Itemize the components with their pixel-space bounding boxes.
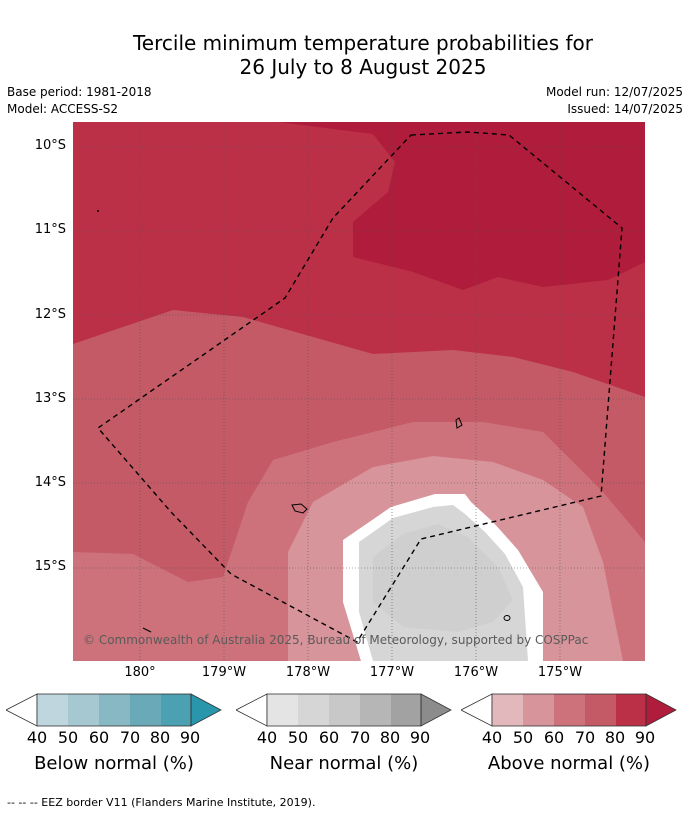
cbar-below-high-arrow	[190, 693, 222, 727]
cbar-near-tick: 40	[256, 728, 278, 747]
colorbar-near	[236, 693, 452, 727]
cbar-below-tick: 70	[119, 728, 141, 747]
cbar-above-tick: 50	[512, 728, 534, 747]
cbar-below-low-arrow	[6, 693, 38, 727]
issued-date: Issued: 14/07/2025	[567, 102, 683, 116]
colorbar-near-label: Near normal (%)	[269, 753, 419, 774]
colorbar-above-label: Above normal (%)	[487, 753, 651, 774]
lon-label-175w: 175°W	[537, 665, 583, 680]
cbar-below-tick: 40	[26, 728, 48, 747]
cbar-above-tick: 90	[634, 728, 656, 747]
lon-label-179w: 179°W	[201, 665, 247, 680]
map-title: Tercile minimum temperature probabilitie…	[0, 31, 690, 79]
copyright-notice: © Commonwealth of Australia 2025, Bureau…	[83, 633, 589, 647]
lat-label-12s: 12°S	[34, 307, 66, 322]
island-niuafoou	[455, 417, 463, 429]
contour-west-blob	[88, 450, 128, 504]
cbar-near-tick: 80	[379, 728, 401, 747]
model-name: Model: ACCESS-S2	[7, 102, 119, 116]
title-line-2: 26 July to 8 August 2025	[239, 55, 487, 79]
cbar-below-tick: 60	[88, 728, 110, 747]
cbar-above-tick: 60	[543, 728, 565, 747]
cbar-above-tick: 80	[604, 728, 626, 747]
cbar-above-tick: 40	[481, 728, 503, 747]
cbar-near-low-arrow	[236, 693, 268, 727]
cbar-below-tick: 80	[149, 728, 171, 747]
contour-near-core	[373, 524, 513, 632]
island-wallis	[291, 503, 308, 514]
cbar-near-tick: 50	[287, 728, 309, 747]
lat-label-11s: 11°S	[34, 222, 66, 237]
lat-label-13s: 13°S	[34, 391, 66, 406]
cbar-near-tick: 90	[409, 728, 431, 747]
base-period: Base period: 1981-2018	[7, 85, 152, 99]
cbar-near-tick: 60	[318, 728, 340, 747]
meta-left: Base period: 1981-2018 Model: ACCESS-S2	[7, 84, 152, 118]
contour-above-90	[278, 122, 645, 290]
colorbar-below	[6, 693, 222, 727]
lon-label-177w: 177°W	[369, 665, 415, 680]
cbar-above-low-arrow	[461, 693, 493, 727]
probability-map	[73, 122, 645, 661]
cbar-below-tick: 90	[179, 728, 201, 747]
cbar-above-high-arrow	[645, 693, 677, 727]
lat-label-10s: 10°S	[34, 138, 66, 153]
colorbar-above	[461, 693, 677, 727]
title-line-1: Tercile minimum temperature probabilitie…	[132, 31, 594, 55]
island-dot	[97, 210, 99, 212]
colorbar-below-label: Below normal (%)	[34, 753, 194, 774]
grid-lines	[73, 122, 645, 661]
lon-label-180: 180°	[124, 665, 156, 680]
island-small	[503, 615, 511, 621]
cbar-near-tick: 70	[349, 728, 371, 747]
island-sliver	[142, 627, 152, 633]
lat-label-14s: 14°S	[34, 475, 66, 490]
eez-footnote: -- -- -- EEZ border V11 (Flanders Marine…	[7, 796, 316, 809]
meta-right: Model run: 12/07/2025 Issued: 14/07/2025	[546, 84, 683, 118]
lat-label-15s: 15°S	[34, 559, 66, 574]
cbar-near-high-arrow	[420, 693, 452, 727]
cbar-below-tick: 50	[57, 728, 79, 747]
eez-border	[96, 131, 623, 643]
cbar-above-tick: 70	[574, 728, 596, 747]
lon-label-178w: 178°W	[285, 665, 331, 680]
model-run: Model run: 12/07/2025	[545, 85, 683, 99]
lon-label-176w: 176°W	[453, 665, 499, 680]
